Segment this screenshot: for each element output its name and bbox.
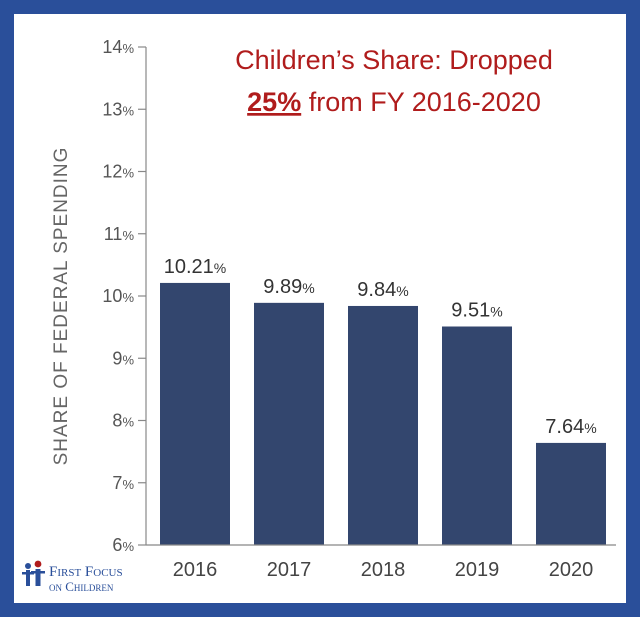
data-label-2017: 9.89%	[263, 276, 314, 298]
data-label-2018: 9.84%	[357, 279, 408, 301]
y-tick-label: 13%	[102, 99, 134, 119]
y-tick-label: 7%	[112, 473, 134, 493]
bar-2017	[254, 302, 324, 545]
y-tick-label: 14%	[102, 37, 134, 57]
y-tick-label: 8%	[112, 411, 134, 431]
logo-line-1: First Focus	[49, 564, 123, 580]
y-axis-label: SHARE OF FEDERAL SPENDING	[51, 147, 72, 466]
y-tick-label: 12%	[102, 162, 134, 182]
title-line-1: Children’s Share: Dropped	[235, 45, 553, 75]
title-line-2: 25% from FY 2016-2020	[247, 87, 541, 117]
title-line-2-rest: from FY 2016-2020	[301, 87, 541, 117]
data-label-2019: 9.51%	[451, 300, 502, 322]
chart-frame: 6% 7% 8% 9% 10% 11% 12% 13% 14% 10.21% 9.89% 9.84%…	[14, 14, 626, 603]
data-label-2016: 10.21%	[164, 256, 227, 278]
first-focus-logo: First Focus on Children	[22, 560, 123, 594]
bar-2019	[442, 326, 512, 545]
x-tick-label-2017: 2017	[267, 559, 312, 581]
x-tick-label-2016: 2016	[173, 559, 218, 581]
x-tick-label-2020: 2020	[549, 559, 594, 581]
family-figures-icon	[22, 560, 45, 586]
y-tick-label: 9%	[112, 348, 134, 368]
bars: 10.21% 9.89% 9.84% 9.51% 7.64%	[160, 256, 606, 545]
bar-chart: 6% 7% 8% 9% 10% 11% 12% 13% 14% 10.21% 9.89% 9.84%…	[22, 37, 616, 594]
y-axis: 6% 7% 8% 9% 10% 11% 12% 13% 14%	[102, 37, 147, 555]
y-tick-label: 11%	[104, 224, 135, 244]
data-label-2020: 7.64%	[545, 416, 596, 438]
y-tick-label: 10%	[102, 286, 134, 306]
x-axis: 2016 2017 2018 2019 2020	[146, 544, 616, 581]
x-tick-label-2019: 2019	[455, 559, 500, 581]
title-highlight: 25%	[247, 87, 301, 117]
bar-2018	[348, 305, 418, 545]
bar-2016	[160, 282, 230, 545]
bar-2020	[536, 442, 606, 545]
logo-line-2: on Children	[49, 579, 114, 594]
chart-title: Children’s Share: Dropped 25% from FY 20…	[235, 45, 553, 117]
y-tick-label: 6%	[112, 535, 134, 555]
x-tick-label-2018: 2018	[361, 559, 406, 581]
